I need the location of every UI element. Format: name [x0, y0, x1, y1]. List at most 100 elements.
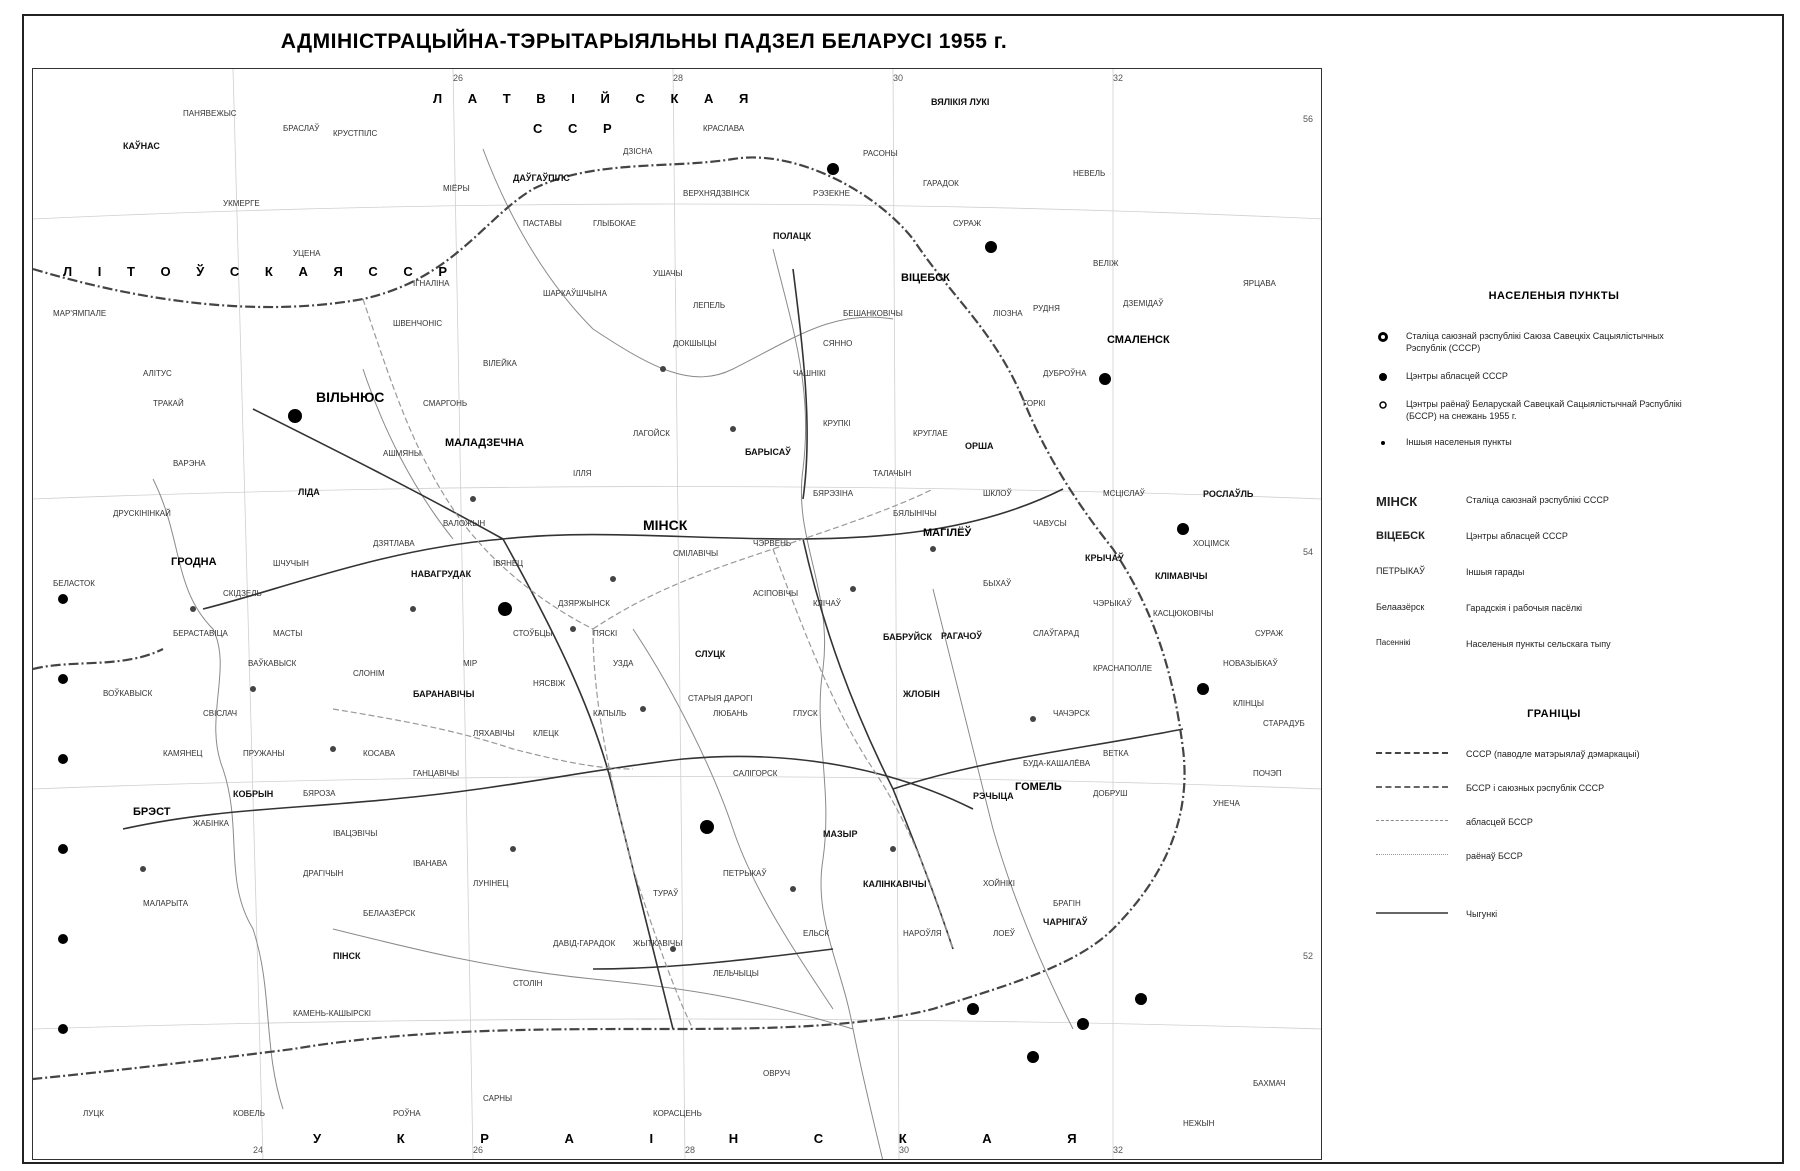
label-pastavy: ПАСТАВЫ [523, 219, 562, 228]
label-uzda: УЗДА [613, 659, 634, 668]
label-slauharad: СЛАЎГАРАД [1033, 629, 1080, 638]
label-smalensk: СМАЛЕНСК [1107, 334, 1170, 346]
legend-borders-heading: ГРАНІЦЫ [1527, 708, 1581, 720]
label-turau: ТУРАЎ [653, 889, 679, 898]
label-krasnapolle: КРАСНАПОЛЛЕ [1093, 664, 1153, 673]
oblast-border-sample [1376, 820, 1448, 821]
capital-symbol-icon [1378, 332, 1388, 342]
label-belastok: БЕЛАСТОК [53, 579, 95, 588]
label-orsha: ОРША [965, 441, 994, 451]
label-kalinkavichy: КАЛІНКАВІЧЫ [863, 879, 927, 889]
label-masty: МАСТЫ [273, 629, 303, 638]
grid-top-1: 26 [453, 73, 464, 83]
label-lithuania: Л І Т О Ў С К А Я С С Р [63, 264, 459, 279]
label-viciebsk: ВІЦЕБСК [901, 272, 950, 284]
label-rovna: РОЎНА [393, 1109, 421, 1118]
grid-right-2: 54 [1303, 547, 1314, 557]
label-berastavica: БЕРАСТАВІЦА [173, 629, 228, 638]
label-kaunas: КАЎНАС [123, 141, 160, 151]
label-latvia: Л А Т В І Й С К А Я [433, 91, 760, 106]
republic-borders [33, 156, 1186, 1081]
grid-bottom-1: 24 [253, 1145, 264, 1155]
label-kovel: КОВЕЛЬ [233, 1109, 265, 1118]
label-klincy: КЛІНЦЫ [1233, 699, 1264, 708]
label-dobrush: ДОБРУШ [1093, 789, 1128, 798]
label-slonim: СЛОНІМ [353, 669, 385, 678]
label-mahilou: МАГІЛЁЎ [923, 527, 972, 539]
label-brahin: БРАГІН [1053, 899, 1081, 908]
label-baranavichy: БАРАНАВІЧЫ [413, 689, 475, 699]
label-dzjatlava: ДЗЯТЛАВА [373, 539, 415, 548]
label-drahichyn: ДРАГІЧЫН [303, 869, 344, 878]
label-smilavichy: СМІЛАВІЧЫ [673, 549, 719, 558]
label-slutsk: СЛУЦК [695, 649, 726, 659]
label-bykhau: БЫХАЎ [983, 579, 1012, 588]
legend-type-name: ПЕТРЫКАЎ [1376, 566, 1425, 576]
legend-type-desc: Цэнтры абласцей СССР [1466, 531, 1568, 541]
label-nevel: НЕВЕЛЬ [1073, 169, 1106, 178]
map-legend: НАСЕЛЕНЫЯ ПУНКТЫ Сталіца саюзнай рэспубл… [1340, 68, 1768, 1160]
label-svislach: СВІСЛАЧ [203, 709, 238, 718]
label-shchuchyn: ШЧУЧЫН [273, 559, 309, 568]
label-vaukavysk: ВАЎКАВЫСК [248, 659, 297, 668]
label-kruhlae: КРУГЛАЕ [913, 429, 948, 438]
label-chashniki: ЧАШНІКІ [793, 369, 826, 378]
label-velizh: ВЕЛІЖ [1093, 259, 1119, 268]
label-lepel: ЛЕПЕЛЬ [693, 301, 726, 310]
label-surazh-v: СУРАЖ [953, 219, 982, 228]
other-settlement-icon [1381, 441, 1385, 445]
legend-settlement-text: Іншыя населеныя пункты [1406, 437, 1512, 447]
label-shvenchionys: ШВЕНЧОНІС [393, 319, 443, 328]
label-vialejka: ВІЛЕЙКА [483, 359, 517, 368]
label-rahachou: РАГАЧОЎ [941, 631, 982, 641]
label-jelsk: ЕЛЬСК [803, 929, 830, 938]
legend-settlement-text: Цэнтры абласцей СССР [1406, 371, 1508, 381]
label-polack: ПОЛАЦК [773, 231, 812, 241]
label-mscislau: МСЦІСЛАЎ [1103, 489, 1145, 498]
map-frame[interactable]: Л А Т В І Й С К А Я С С Р Л І Т О Ў С К … [32, 68, 1322, 1160]
oblast-borders [332, 298, 954, 1030]
oblast-center-icon [1379, 373, 1387, 381]
raion-border-sample [1376, 854, 1448, 855]
label-cherykau: ЧЭРЫКАЎ [1093, 599, 1132, 608]
label-bialynichy: БЯЛЫНІЧЫ [893, 509, 937, 518]
legend-border-text: абласцей БССР [1466, 817, 1533, 827]
legend-settlement-text: Цэнтры раёнаў Беларускай Савецкай Сацыял… [1406, 399, 1682, 421]
ussr-border-sample [1376, 752, 1448, 754]
label-panevezhys: ПАНЯВЕЖЫС [183, 109, 237, 118]
legend-settlement-text: Сталіца саюзнай рэспублікі Саюза Савецкі… [1406, 331, 1664, 353]
graticule [33, 69, 1321, 1159]
label-alitus: АЛІТУС [143, 369, 172, 378]
raion-center-icon [1379, 401, 1387, 409]
label-barysau: БАРЫСАЎ [745, 447, 791, 457]
label-luninets: ЛУНІНЕЦ [473, 879, 509, 888]
label-brest: БРЭСТ [133, 806, 171, 818]
label-surazh: СУРАЖ [1255, 629, 1284, 638]
label-asipovichy: АСІПОВІЧЫ [753, 589, 799, 598]
label-hancavichy: ГАНЦАВІЧЫ [413, 769, 460, 778]
label-skidal: СКІДЗЕЛЬ [223, 589, 262, 598]
label-mazyr: МАЗЫР [823, 829, 858, 839]
label-kascjukovichy: КАСЦЮКОВІЧЫ [1153, 609, 1214, 618]
label-kamen-kashyrski: КАМЕНЬ-КАШЫРСКІ [293, 1009, 372, 1018]
label-klimavichy: КЛІМАВІЧЫ [1155, 571, 1208, 581]
label-chavusy: ЧАВУСЫ [1033, 519, 1067, 528]
label-malaryta: МАЛАРЫТА [143, 899, 189, 908]
label-hlusk: ГЛУСК [793, 709, 818, 718]
label-navahrudak: НАВАГРУДАК [411, 569, 472, 579]
label-rezekne: РЭЗЕКНЕ [813, 189, 850, 198]
legend-type-desc: Іншыя гарады [1466, 567, 1525, 577]
settlement-symbols [58, 163, 1209, 1063]
label-liuban: ЛЮБАНЬ [713, 709, 748, 718]
grid-bottom-3: 28 [685, 1145, 696, 1155]
label-valozhyn: ВАЛОЖЫН [443, 519, 486, 528]
label-horki: ГОРКІ [1023, 399, 1046, 408]
label-pruzhany: ПРУЖАНЫ [243, 749, 285, 758]
label-mir: МІР [463, 659, 478, 668]
label-rechyca: РЭЧЫЦА [973, 791, 1014, 801]
legend-border-text: раёнаў БССР [1466, 851, 1523, 861]
legend-border-text: СССР (паводле матэрыялаў дэмаркацыі) [1466, 749, 1640, 759]
label-trakai: ТРАКАЙ [153, 399, 184, 408]
grid-top-2: 28 [673, 73, 684, 83]
label-naroulia: НАРОЎЛЯ [903, 929, 942, 938]
